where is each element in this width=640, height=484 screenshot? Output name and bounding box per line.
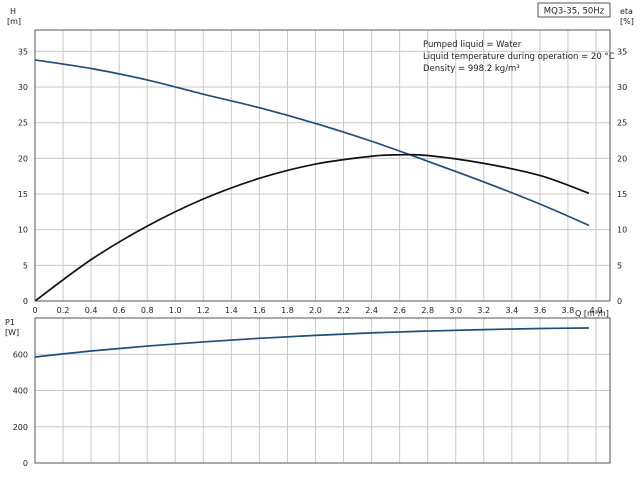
x-tick-label: 4.0 [590,306,603,315]
power-chart-frame [34,317,611,464]
x-tick-label: 3.6 [534,306,547,315]
y-tick-label-right: 20 [617,154,627,163]
chart-title-box [537,2,611,18]
y-tick-label-right: 30 [617,83,627,92]
chart-title: MQ3-35, 50Hz [544,7,605,17]
x-tick-label: 1.6 [253,306,266,315]
y-axis-left-label-unit: [m] [7,17,21,26]
x-tick-label: 3.8 [562,306,575,315]
x-tick-label: 0 [32,306,37,315]
x-tick-label: 0.4 [85,306,98,315]
x-tick-label: 3.4 [505,306,518,315]
y-axis-right-label-symbol: eta [620,7,633,16]
x-tick-label: 0.8 [141,306,154,315]
x-tick-label: 0.6 [113,306,126,315]
power-y-tick-label: 0 [23,459,28,468]
y-tick-label-right: 0 [617,297,622,306]
power-y-axis-label-unit: [W] [5,328,19,337]
x-tick-label: 1.0 [169,306,182,315]
y-tick-label-left: 20 [18,154,28,163]
head-chart-frame [34,29,611,302]
x-tick-label: 1.8 [281,306,294,315]
annotation-liquid-temperature: Liquid temperature during operation = 20… [423,52,615,62]
series-layer [34,59,590,358]
x-tick-label: 0.2 [57,306,70,315]
y-tick-label-left: 10 [18,226,28,235]
power-y-axis-label-symbol: P1 [5,318,15,327]
head-chart-grid [34,30,610,302]
efficiency-curve [34,153,590,302]
annotation-density: Density = 998.2 kg/m³ [423,64,520,74]
y-axis-left-label-symbol: H [10,7,16,16]
power-curve [34,327,589,358]
y-tick-label-right: 25 [617,119,627,128]
x-tick-label: 1.2 [197,306,210,315]
x-tick-label: 2.8 [421,306,434,315]
head-curve [34,59,590,227]
power-y-tick-label: 600 [13,350,28,359]
x-tick-label: 2.6 [393,306,406,315]
annotation-pumped-liquid: Pumped liquid = Water [423,40,522,50]
y-tick-label-left: 25 [18,119,28,128]
labels-layer: 0 0.2 0.4 0.6 0.8 1.0 1.2 1.4 1.6 1.8 2.0 2.2 2.4 2.6… [13,47,627,468]
y-tick-label-right: 15 [617,190,627,199]
power-chart-grid [34,318,610,464]
y-axis-right-label-unit: [%] [620,17,634,26]
x-tick-label: 2.0 [309,306,322,315]
y-tick-label-right: 5 [617,261,622,270]
x-tick-label: 1.4 [225,306,238,315]
y-tick-label-left: 30 [18,83,28,92]
y-tick-label-left: 5 [23,261,28,270]
x-tick-label: 2.2 [337,306,350,315]
y-tick-label-right: 35 [617,47,627,56]
power-y-tick-label: 400 [13,387,28,396]
y-tick-label-left: 35 [18,47,28,56]
x-tick-label: 3.0 [449,306,462,315]
x-axis-label: Q [m³/h] [575,309,609,318]
y-tick-label-left: 15 [18,190,28,199]
x-tick-label: 3.2 [477,306,490,315]
y-tick-label-left: 0 [23,297,28,306]
power-y-tick-label: 200 [13,423,28,432]
x-tick-label: 2.4 [365,306,378,315]
y-tick-label-right: 10 [617,226,627,235]
